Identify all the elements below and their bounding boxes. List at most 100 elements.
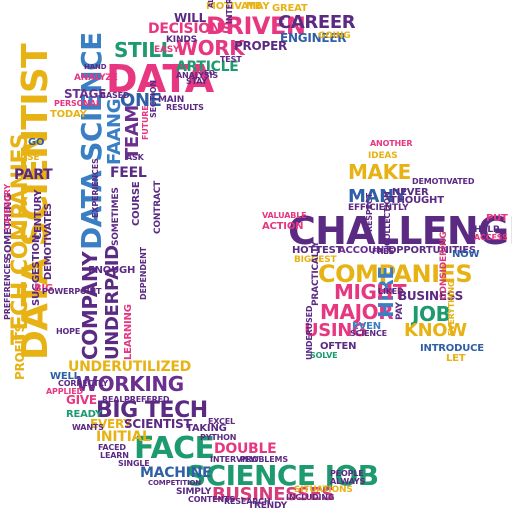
word-business: BUSINESS — [398, 289, 464, 303]
word-proper: PROPER — [234, 39, 288, 53]
word-category: CATEGORY — [3, 184, 12, 230]
word-access: ACCESS — [474, 233, 508, 242]
word-single: SINGLE — [118, 459, 150, 468]
word-many: MANY — [348, 186, 407, 207]
word-hand: HAND — [84, 63, 107, 71]
word-big: BIG — [34, 283, 53, 294]
word-even: EVEN — [352, 321, 381, 332]
word-practically: PRACTICALLY — [311, 241, 321, 306]
word-test: TEST — [220, 55, 242, 64]
word-liked: LIKED — [378, 287, 404, 296]
word-using: USING — [304, 320, 367, 341]
word-excel: EXCEL — [208, 417, 235, 426]
word-main: MAIN — [158, 95, 185, 105]
word-everything: EVERYTHING — [447, 280, 456, 336]
word-put: PUT — [486, 213, 508, 224]
word-often: OFTEN — [320, 341, 357, 352]
word-underused: UNDERUSED — [305, 305, 314, 360]
word-career: CAREER — [278, 12, 356, 33]
word-still: STILL — [114, 38, 173, 62]
word-opportunities: OPPORTUNITIES — [388, 245, 476, 256]
word-simply: SIMPLY — [176, 487, 212, 497]
word-demotivates: DEMOTIVATES — [43, 203, 54, 280]
word-correctly: CORRECTLY — [58, 379, 108, 388]
word-stay: STAY — [186, 77, 208, 86]
word-suggestion: SUGGESTION — [31, 234, 42, 306]
word-working: WORKING — [76, 372, 184, 396]
word-science: SCIENCE — [350, 329, 387, 338]
word-real: REAL — [102, 395, 125, 404]
word-ideas: IDEAS — [368, 151, 398, 161]
word-now: NOW — [452, 249, 480, 260]
word-python: PYTHON — [200, 433, 237, 442]
word-underpaid: UNDERPAID — [102, 245, 123, 360]
word-interview: INTERVIEW — [210, 455, 259, 464]
word-feel: FEEL — [110, 165, 147, 181]
word-dependent: DEPENDENT — [139, 247, 148, 300]
word-help: HELP — [474, 225, 500, 235]
word-taking: TAKING — [186, 423, 227, 434]
word-motivate: MOTIVATE — [206, 1, 262, 12]
word-course: COURSE — [131, 181, 142, 227]
word-enough: ENOUGH — [88, 265, 136, 276]
word-people: PEOPLE — [330, 469, 364, 478]
word-problems: PROBLEMS — [240, 455, 288, 464]
word-situations: SITUATIONS — [294, 485, 353, 495]
word-pay: PAY — [395, 302, 405, 320]
word-never: NEVER — [392, 187, 429, 198]
word-ask: ASK — [126, 153, 144, 162]
word-make: MAKE — [348, 160, 411, 184]
word-one: ONE — [120, 90, 162, 111]
word-article: ARTICLE — [176, 59, 239, 75]
word-respect: RESPECT — [365, 193, 374, 232]
word-let: LET — [446, 353, 466, 364]
word-action: ACTION — [262, 221, 304, 232]
word-account: ACCOUNT — [338, 245, 391, 256]
word-preferences: PREFERENCES — [3, 257, 12, 320]
word-challenge: CHALLENGE — [288, 209, 512, 253]
word-analyze: ANALYZE — [74, 73, 118, 83]
word-going: GOING — [318, 31, 351, 41]
word-every: EVERY — [90, 417, 132, 431]
word-competition: COMPETITION — [148, 479, 201, 487]
word-might: MIGHT — [334, 280, 407, 304]
word-may: MAY — [246, 1, 270, 12]
word-easy: EASY — [154, 45, 180, 55]
word-section: SECTION — [149, 80, 158, 118]
word-work: WORK — [176, 36, 245, 60]
word-contract: CONTRACT — [153, 180, 163, 234]
word-sometimes: SOMETIMES — [111, 187, 121, 246]
word-double: DOUBLE — [214, 441, 277, 457]
word-companies: COMPANIES — [318, 260, 473, 288]
word-another: ANOTHER — [370, 139, 413, 148]
word-learn: LEARN — [100, 451, 129, 460]
word-contents: CONTENTS — [188, 495, 235, 504]
word-analysis: ANALYSIS — [176, 71, 218, 80]
word-initial: INITIAL — [96, 429, 151, 445]
word-trendy: TRENDY — [248, 501, 288, 511]
word-face: FACE — [134, 431, 215, 466]
word-give: GIVE — [66, 393, 97, 407]
word-valuable: VALUABLE — [262, 211, 307, 220]
word-engineer: ENGINEER — [280, 31, 347, 45]
word-based: BASED — [100, 91, 130, 100]
word-results: RESULTS — [166, 103, 204, 112]
word-driven: DRIVEN — [206, 12, 306, 40]
word-part: PART — [14, 167, 53, 183]
word-great: GREAT — [272, 3, 308, 14]
word-free: FREE — [372, 247, 394, 256]
word-hottest: HOTTEST — [292, 245, 343, 256]
word-science-job: SCIENCE JOB — [186, 459, 379, 492]
word-businesses: BUSINESSES — [212, 484, 335, 505]
word-experiences: EXPERIENCES — [91, 158, 100, 218]
word-big-tech: BIG TECH — [96, 398, 208, 423]
word-major: MAJOR — [320, 300, 394, 324]
word-wants: WANTS — [72, 423, 104, 432]
word-personal: PERSONAL — [54, 99, 101, 108]
word-underutilized: UNDERUTILIZED — [68, 359, 192, 375]
word-so: SO — [204, 69, 215, 77]
word-kinds: KINDS — [166, 35, 197, 45]
word-biggest: BIGGEST — [294, 255, 337, 265]
word-powerpoint: POWERPOINT — [42, 287, 102, 296]
